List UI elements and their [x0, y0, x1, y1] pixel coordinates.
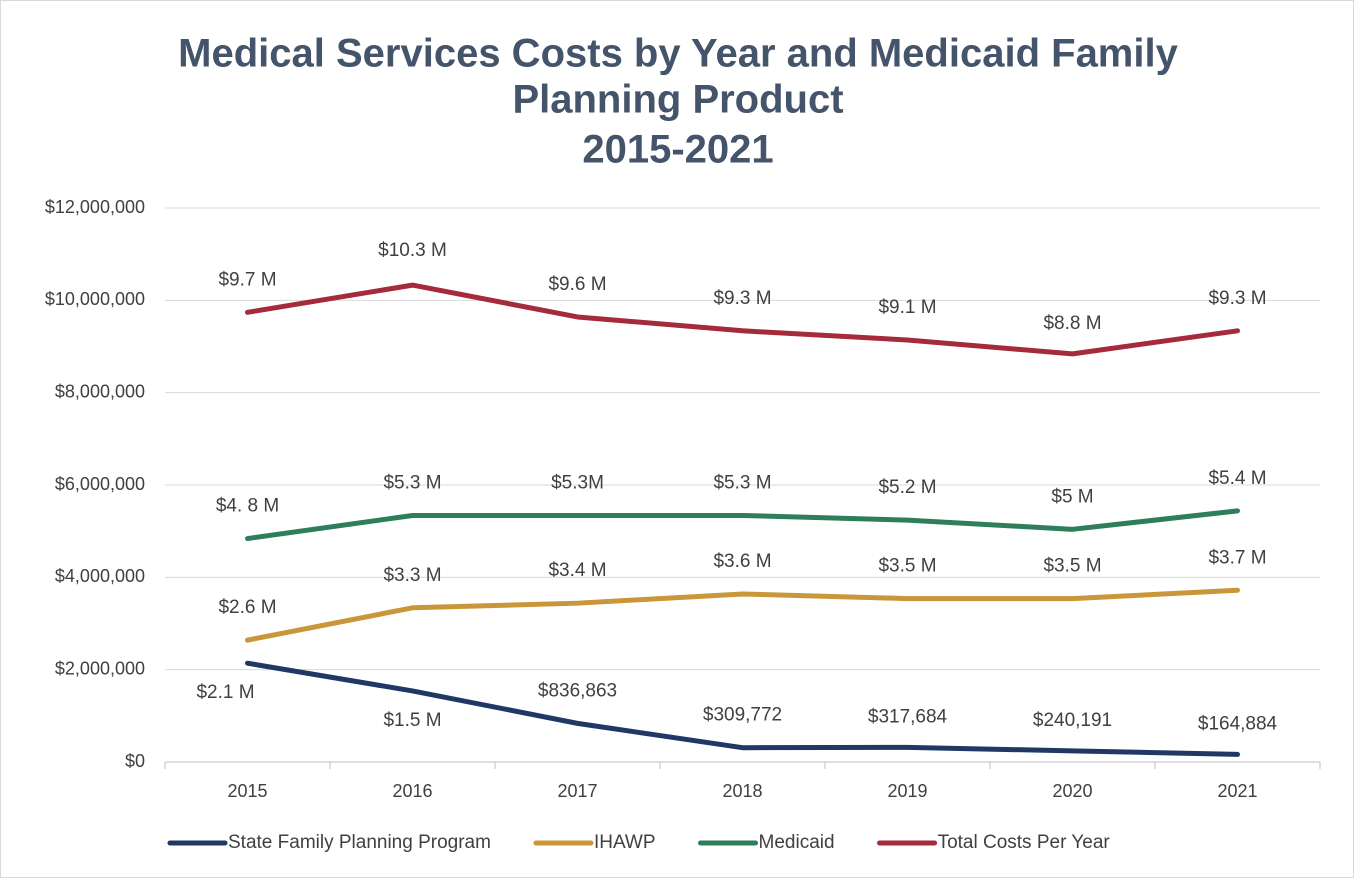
data-label: $5.4 M [1208, 468, 1266, 489]
data-label: $9.3 M [1208, 288, 1266, 309]
data-label: $5.2 M [878, 477, 936, 498]
x-tick-label: 2018 [722, 781, 762, 801]
data-label: $317,684 [868, 706, 948, 727]
data-label: $5.3 M [383, 472, 441, 493]
legend-label: Medicaid [759, 832, 835, 853]
y-tick-label: $10,000,000 [45, 289, 145, 309]
data-label: $9.1 M [878, 297, 936, 318]
data-label: $8.8 M [1043, 313, 1101, 334]
x-tick-label: 2020 [1052, 781, 1092, 801]
data-label: $2.1 M [196, 682, 254, 703]
chart-title: 2015-2021 [582, 128, 773, 172]
y-tick-label: $12,000,000 [45, 197, 145, 217]
y-tick-label: $8,000,000 [55, 381, 145, 401]
data-label: $240,191 [1033, 710, 1112, 731]
legend-label: Total Costs Per Year [938, 832, 1111, 853]
data-label: $9.7 M [218, 269, 276, 290]
legend-label: State Family Planning Program [228, 832, 491, 853]
legend-label: IHAWP [594, 832, 656, 853]
data-label: $3.4 M [548, 560, 606, 581]
data-label: $3.5 M [1043, 556, 1101, 577]
series-line [245, 282, 1240, 357]
x-tick-label: 2016 [392, 781, 432, 801]
data-label: $9.6 M [548, 274, 606, 295]
data-label: $164,884 [1198, 713, 1278, 734]
data-label: $5.3 M [713, 472, 771, 493]
data-label: $3.7 M [1208, 547, 1266, 568]
y-tick-label: $4,000,000 [55, 566, 145, 586]
data-label: $3.5 M [878, 556, 936, 577]
data-label: $3.3 M [383, 565, 441, 586]
series-line [245, 587, 1240, 643]
data-label: $5.3M [551, 472, 604, 493]
data-label: $10.3 M [378, 240, 447, 261]
series-line [245, 508, 1240, 542]
x-tick-label: 2017 [557, 781, 597, 801]
data-label: $5 M [1051, 486, 1093, 507]
data-label: $2.6 M [218, 597, 276, 618]
data-label: $1.5 M [383, 710, 441, 731]
data-label: $836,863 [538, 680, 617, 701]
series-line [245, 660, 1240, 757]
y-tick-label: $0 [125, 751, 145, 771]
data-label: $4. 8 M [216, 496, 279, 517]
y-tick-label: $6,000,000 [55, 474, 145, 494]
x-tick-label: 2021 [1217, 781, 1257, 801]
x-tick-label: 2015 [227, 781, 267, 801]
data-label: $309,772 [703, 705, 782, 726]
data-label: $9.3 M [713, 288, 771, 309]
data-label: $3.6 M [713, 551, 771, 572]
x-tick-label: 2019 [887, 781, 927, 801]
y-tick-label: $2,000,000 [55, 658, 145, 678]
chart-title: Medical Services Costs by Year and Medic… [178, 32, 1178, 76]
chart-title: Planning Product [512, 78, 843, 122]
